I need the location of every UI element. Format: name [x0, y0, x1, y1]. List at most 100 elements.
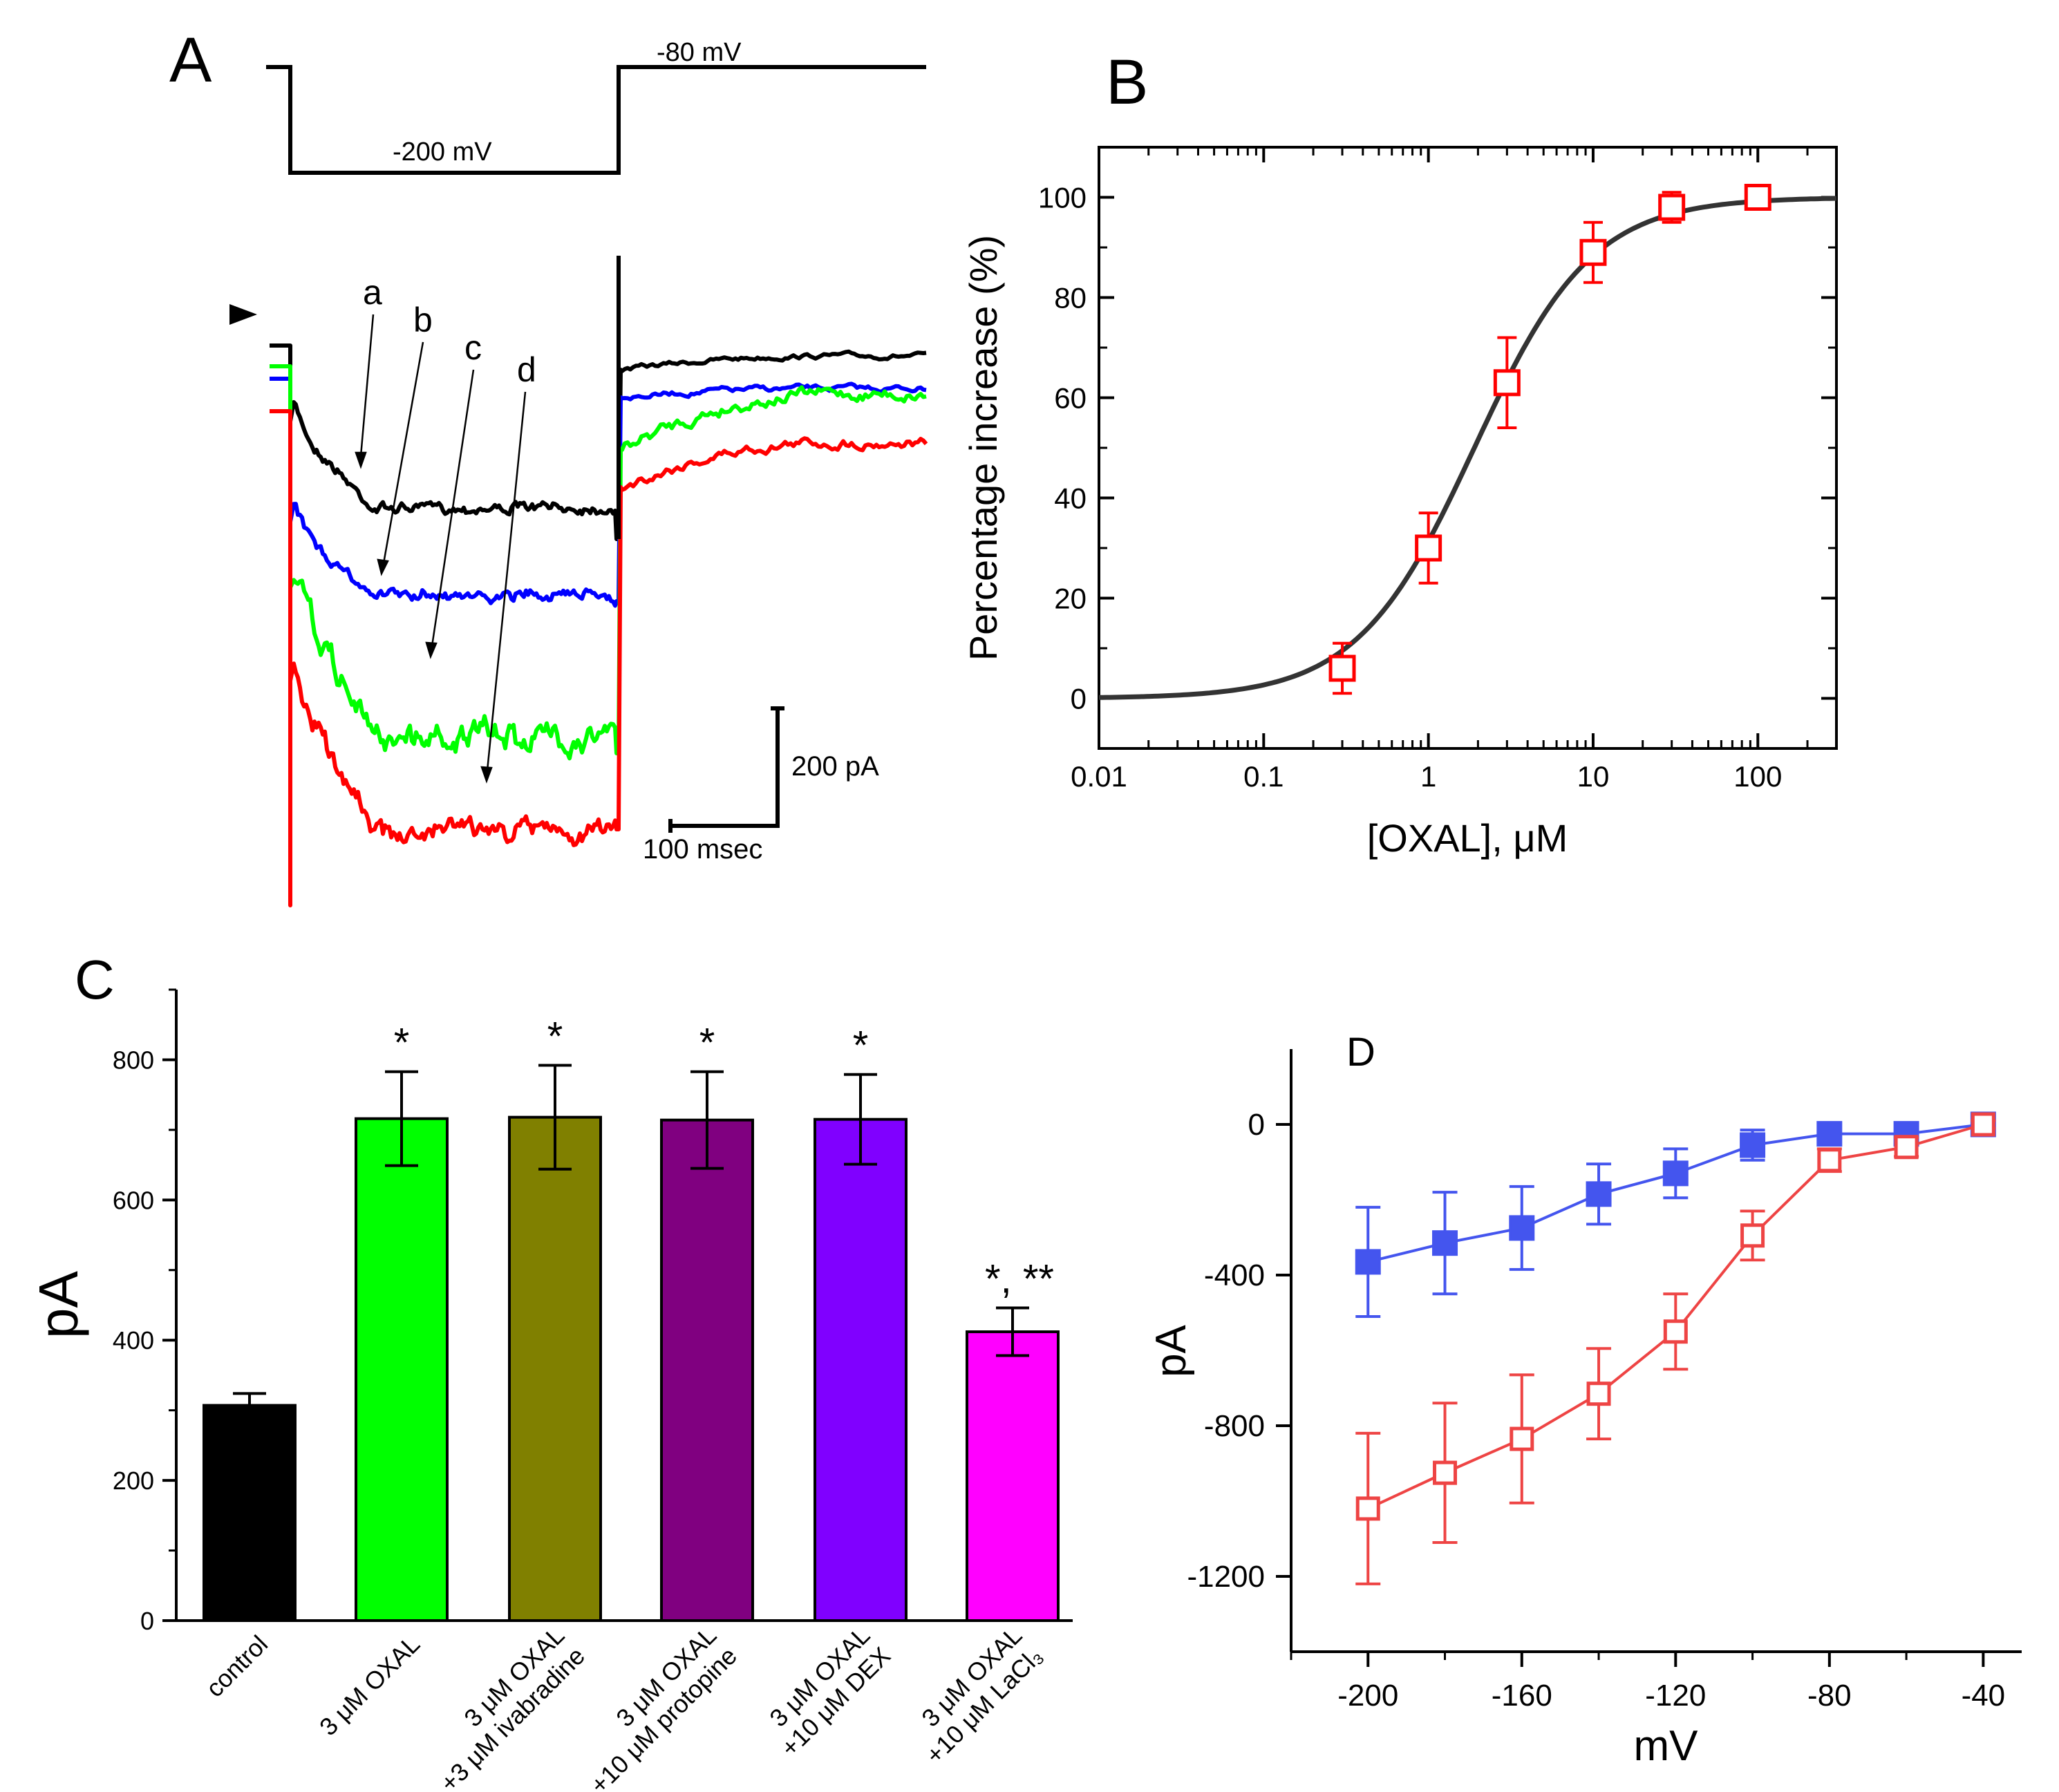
b-x-tick-label: 100 [1733, 760, 1782, 793]
trace-label-a: a [363, 273, 382, 312]
d-x-tick-label: -120 [1645, 1679, 1706, 1713]
d-y-tick-label: -400 [1204, 1258, 1265, 1292]
c-significance-label: *, ** [985, 1257, 1054, 1302]
b-y-tick-label: 40 [1054, 482, 1087, 515]
d-data-point-open [1894, 1135, 1919, 1160]
c-y-tick-label: 400 [113, 1326, 154, 1355]
protocol-step-label: -200 mV [393, 138, 492, 167]
d-data-point-open [1433, 1460, 1458, 1485]
d-x-axis-label: mV [1634, 1722, 1699, 1770]
current-trace-c [270, 364, 927, 845]
panel-d: D -200 -160 -120 -80 -40 -1200 -800 -400 0 mV pA [1147, 1030, 2022, 1770]
d-data-point-open [1817, 1148, 1842, 1173]
b-y-tick-label: 60 [1054, 382, 1087, 415]
panel-b-label: B [1106, 47, 1148, 117]
d-data-point-open [1740, 1223, 1765, 1248]
c-bar [508, 1115, 602, 1622]
c-y-tick-label: 200 [113, 1466, 154, 1495]
scale-time-label: 100 msec [643, 834, 762, 865]
pointer-d-head [480, 766, 493, 784]
c-category-label: 3 μM OXAL+3 μM ivabradine [414, 1621, 590, 1792]
d-axis-ticks: -200 -160 -120 -80 -40 -1200 -800 -400 0 [1187, 1108, 2005, 1713]
c-bars: control * 3 μM OXAL * 3 μM OXAL+3 μM ivabrad… [200, 1015, 1060, 1792]
c-bar [814, 1117, 908, 1622]
c-category-label: control [200, 1630, 273, 1702]
d-x-tick-label: -160 [1492, 1679, 1552, 1713]
current-trace-a [270, 343, 927, 655]
b-y-tick-label: 0 [1071, 683, 1087, 715]
c-significance-label: * [699, 1021, 715, 1066]
b-y-axis-label: Percentage increase (%) [961, 235, 1005, 661]
b-data-point [1579, 238, 1607, 266]
d-data-point-filled [1509, 1215, 1535, 1241]
b-data-point [1415, 534, 1442, 562]
c-category-label: 3 μM OXAL+10 μM DEX [755, 1621, 896, 1762]
d-data-point-filled [1816, 1121, 1843, 1147]
d-data-point-open [1971, 1112, 1995, 1137]
b-data-point [1328, 654, 1356, 682]
d-data-point-filled [1355, 1249, 1381, 1275]
panel-a-label: A [169, 25, 212, 95]
d-y-tick-label: 0 [1248, 1108, 1265, 1142]
scale-bar [670, 708, 780, 828]
pointer-b-head [377, 558, 389, 576]
panel-c: C 0 200 400 600 800 control * 3 μM OXAL * 3 μM O… [28, 949, 1073, 1792]
c-axis-ticks: 0 200 400 600 800 [113, 988, 176, 1635]
c-category-label: 3 μM OXAL [314, 1630, 425, 1741]
trace-label-c: c [464, 328, 482, 367]
d-data-point-open [1355, 1496, 1380, 1521]
d-y-axis-label: pA [1147, 1324, 1195, 1377]
d-data-point-filled [1740, 1132, 1766, 1158]
b-data-point [1493, 369, 1521, 397]
c-bar [660, 1118, 754, 1622]
d-data-point-open [1663, 1319, 1688, 1344]
b-y-tick-label: 100 [1038, 182, 1087, 214]
d-data-point-open [1586, 1381, 1611, 1406]
protocol-hold-label: -80 mV [657, 38, 742, 67]
b-x-axis-label: [OXAL], μM [1367, 816, 1568, 860]
d-data-point-open [1510, 1426, 1534, 1451]
pointer-a-head [355, 451, 367, 469]
d-x-tick-label: -80 [1807, 1679, 1852, 1713]
c-y-axis-label: pA [28, 1270, 89, 1338]
c-y-tick-label: 600 [113, 1186, 154, 1214]
d-x-tick-label: -40 [1962, 1679, 2006, 1713]
c-bar [966, 1330, 1060, 1622]
trace-label-b: b [413, 301, 433, 339]
d-data-point-filled [1662, 1160, 1689, 1187]
plot-frame-b [1098, 146, 1838, 750]
c-y-tick-label: 800 [113, 1046, 154, 1074]
b-x-tick-label: 1 [1420, 760, 1436, 793]
c-y-tick-label: 0 [140, 1607, 154, 1635]
b-x-tick-label: 0.1 [1243, 760, 1284, 793]
voltage-protocol [266, 65, 926, 175]
panel-c-label: C [75, 949, 115, 1010]
pointer-c-head [425, 641, 438, 659]
d-plot-area [1355, 1111, 1996, 1585]
pointer-a [359, 314, 375, 457]
c-significance-label: * [394, 1021, 410, 1066]
c-bar [203, 1404, 297, 1622]
b-plot-area [1098, 184, 1837, 700]
b-x-tick-label: 10 [1577, 760, 1610, 793]
current-traces [270, 256, 928, 907]
panel-b: B 0.01 0.1 1 10 100 0 20 40 60 80 100 [OXAL], μM P… [961, 47, 1838, 860]
b-x-tick-label: 0.01 [1071, 760, 1127, 793]
current-trace-b [270, 377, 927, 655]
b-data-point [1744, 184, 1771, 211]
c-significance-label: * [853, 1024, 869, 1068]
panel-d-label: D [1346, 1030, 1375, 1075]
b-fit-curve [1098, 196, 1837, 700]
d-y-tick-label: -1200 [1187, 1560, 1265, 1594]
current-trace-d [270, 409, 928, 907]
d-x-tick-label: -200 [1337, 1679, 1398, 1713]
c-bar [355, 1117, 449, 1623]
b-data-point [1658, 194, 1686, 221]
c-category-label: 3 μM OXAL+10 μM protopine [564, 1621, 742, 1792]
d-data-point-filled [1586, 1181, 1612, 1207]
d-data-point-filled [1432, 1230, 1458, 1256]
b-y-tick-label: 80 [1054, 282, 1087, 314]
pointer-b [382, 341, 424, 564]
scale-current-label: 200 pA [791, 751, 879, 782]
